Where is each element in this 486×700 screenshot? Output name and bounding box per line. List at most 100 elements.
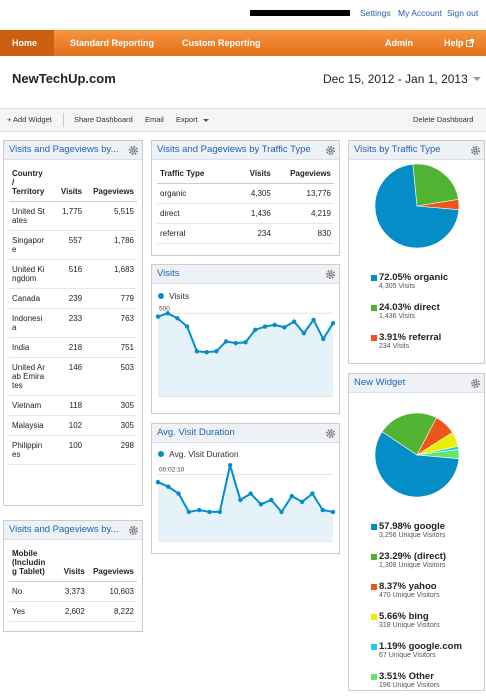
- gear-outer: [326, 429, 335, 438]
- gear-outer: [471, 379, 480, 388]
- nav-home[interactable]: Home: [12, 38, 38, 48]
- settings-link[interactable]: Settings: [360, 8, 391, 18]
- gear-outer: [326, 270, 335, 279]
- settings-gear[interactable]: [326, 429, 335, 438]
- legend-percent: 3.51%: [379, 671, 406, 682]
- pie-slice: [412, 163, 459, 207]
- signout-link[interactable]: Sign out: [447, 8, 479, 18]
- widget: Avg. Visit Duration Avg. Visit Duration 00…: [151, 423, 340, 554]
- table-cell: Vietnam: [9, 395, 50, 416]
- table-cell: 100: [49, 435, 86, 465]
- email[interactable]: Email: [145, 115, 164, 124]
- delete-dashboard[interactable]: Delete Dashboard: [413, 115, 474, 124]
- widget-title-bar: Visits and Pageviews by Traffic Type: [152, 141, 339, 160]
- legend-name: (direct): [413, 551, 447, 562]
- legend-detail: 234 Visits: [379, 343, 410, 350]
- legend-item: 23.29% (direct) 1,308 Unique Visitors: [349, 551, 484, 581]
- point: [291, 319, 297, 324]
- table-cell: direct: [157, 203, 225, 224]
- legend-name: direct: [413, 302, 440, 313]
- settings-gear[interactable]: [129, 146, 138, 155]
- settings-gear[interactable]: [326, 146, 335, 155]
- widget-title: Visits and Pageviews by...: [9, 144, 119, 155]
- point: [238, 497, 243, 503]
- legend-percent: 57.98%: [379, 521, 412, 532]
- date-picker[interactable]: Dec 15, 2012 - Jan 1, 2013: [320, 69, 484, 89]
- column-header: Mobile (Including Tablet): [9, 546, 52, 582]
- settings-gear[interactable]: [129, 526, 138, 535]
- legend-percent: 1.19%: [379, 641, 406, 652]
- table-cell: 1,775: [49, 201, 86, 231]
- y-tick-label: 500: [159, 305, 170, 312]
- point: [223, 339, 229, 344]
- gear-hole: [132, 149, 135, 152]
- settings-gear[interactable]: [471, 146, 480, 155]
- legend-item: 57.98% google 3,256 Unique Visitors: [349, 521, 484, 551]
- legend-swatch: [371, 644, 377, 650]
- legend-swatch: [371, 275, 377, 281]
- legend-percent: 5.66%: [379, 611, 406, 622]
- settings-gear[interactable]: [471, 379, 480, 388]
- table-row: No 3,373 10,603: [9, 581, 137, 602]
- pie-chart: [374, 412, 460, 498]
- legend-detail: 4,305 Visits: [379, 283, 416, 290]
- legend-item: 72.05% organic 4,305 Visits: [349, 272, 484, 302]
- table-cell: 830: [273, 223, 334, 244]
- gear-outer: [471, 146, 480, 155]
- gear-hole: [474, 149, 477, 152]
- table-cell: 305: [85, 395, 137, 416]
- point: [301, 330, 307, 336]
- account-link[interactable]: My Account: [398, 8, 442, 18]
- data-table: Traffic Type Visits Pageviews organic 4,305 1…: [157, 166, 334, 244]
- legend-name: organic: [413, 272, 449, 283]
- legend-label: 57.98% google: [379, 521, 484, 532]
- widget-title-bar: Visits by Traffic Type: [349, 141, 484, 160]
- add-widget[interactable]: + Add Widget: [7, 115, 52, 124]
- column-header: Country / Territory: [9, 166, 50, 202]
- point: [311, 317, 316, 323]
- settings-gear[interactable]: [326, 270, 335, 279]
- table-cell: India: [9, 337, 50, 358]
- widget: VisitsVisits250500: [151, 264, 340, 414]
- point: [227, 462, 233, 468]
- table-cell: 2,602: [51, 601, 88, 622]
- gear-hole: [132, 529, 135, 532]
- dropdown-arrow: [473, 77, 481, 85]
- legend-marker: [158, 293, 164, 299]
- table-cell: 10,603: [87, 581, 137, 602]
- legend-percent: 8.37%: [379, 581, 406, 592]
- separator: [63, 113, 64, 127]
- widget-title: Visits by Traffic Type: [354, 144, 441, 155]
- share-dashboard[interactable]: Share Dashboard: [74, 115, 133, 124]
- column-header: Pageviews: [273, 166, 334, 184]
- widget-title: New Widget: [354, 377, 406, 388]
- table-cell: 763: [85, 308, 137, 338]
- pie-slice: [416, 449, 460, 459]
- table-cell: United Arab Emirates: [9, 357, 50, 396]
- nav-admin[interactable]: Admin: [385, 38, 413, 48]
- nav-standard[interactable]: Standard Reporting: [70, 38, 155, 48]
- point: [282, 325, 287, 330]
- column-header: Pageviews: [85, 166, 137, 202]
- point: [310, 491, 315, 496]
- table-cell: 1,786: [85, 230, 137, 260]
- point: [269, 497, 274, 503]
- date-range: Dec 15, 2012 - Jan 1, 2013: [323, 72, 468, 86]
- legend-name: Other: [408, 671, 434, 682]
- table-row: India 218 751: [9, 337, 137, 358]
- home-tab[interactable]: [0, 30, 54, 56]
- nav-help[interactable]: Help: [444, 38, 464, 48]
- header-row: Mobile (Including Tablet) Visits Pageviews: [9, 546, 137, 582]
- export[interactable]: Export: [176, 115, 198, 124]
- legend-item: 3.91% referral 234 Visits: [349, 332, 484, 362]
- header-row: Traffic Type Visits Pageviews: [157, 166, 334, 184]
- table-cell: 218: [49, 337, 86, 358]
- point: [321, 336, 326, 342]
- legend-swatch: [371, 305, 377, 311]
- nav-custom[interactable]: Custom Reporting: [182, 38, 261, 48]
- legend-percent: 24.03%: [379, 302, 412, 313]
- pie-slice: [374, 431, 460, 498]
- table-cell: 1,683: [85, 259, 137, 289]
